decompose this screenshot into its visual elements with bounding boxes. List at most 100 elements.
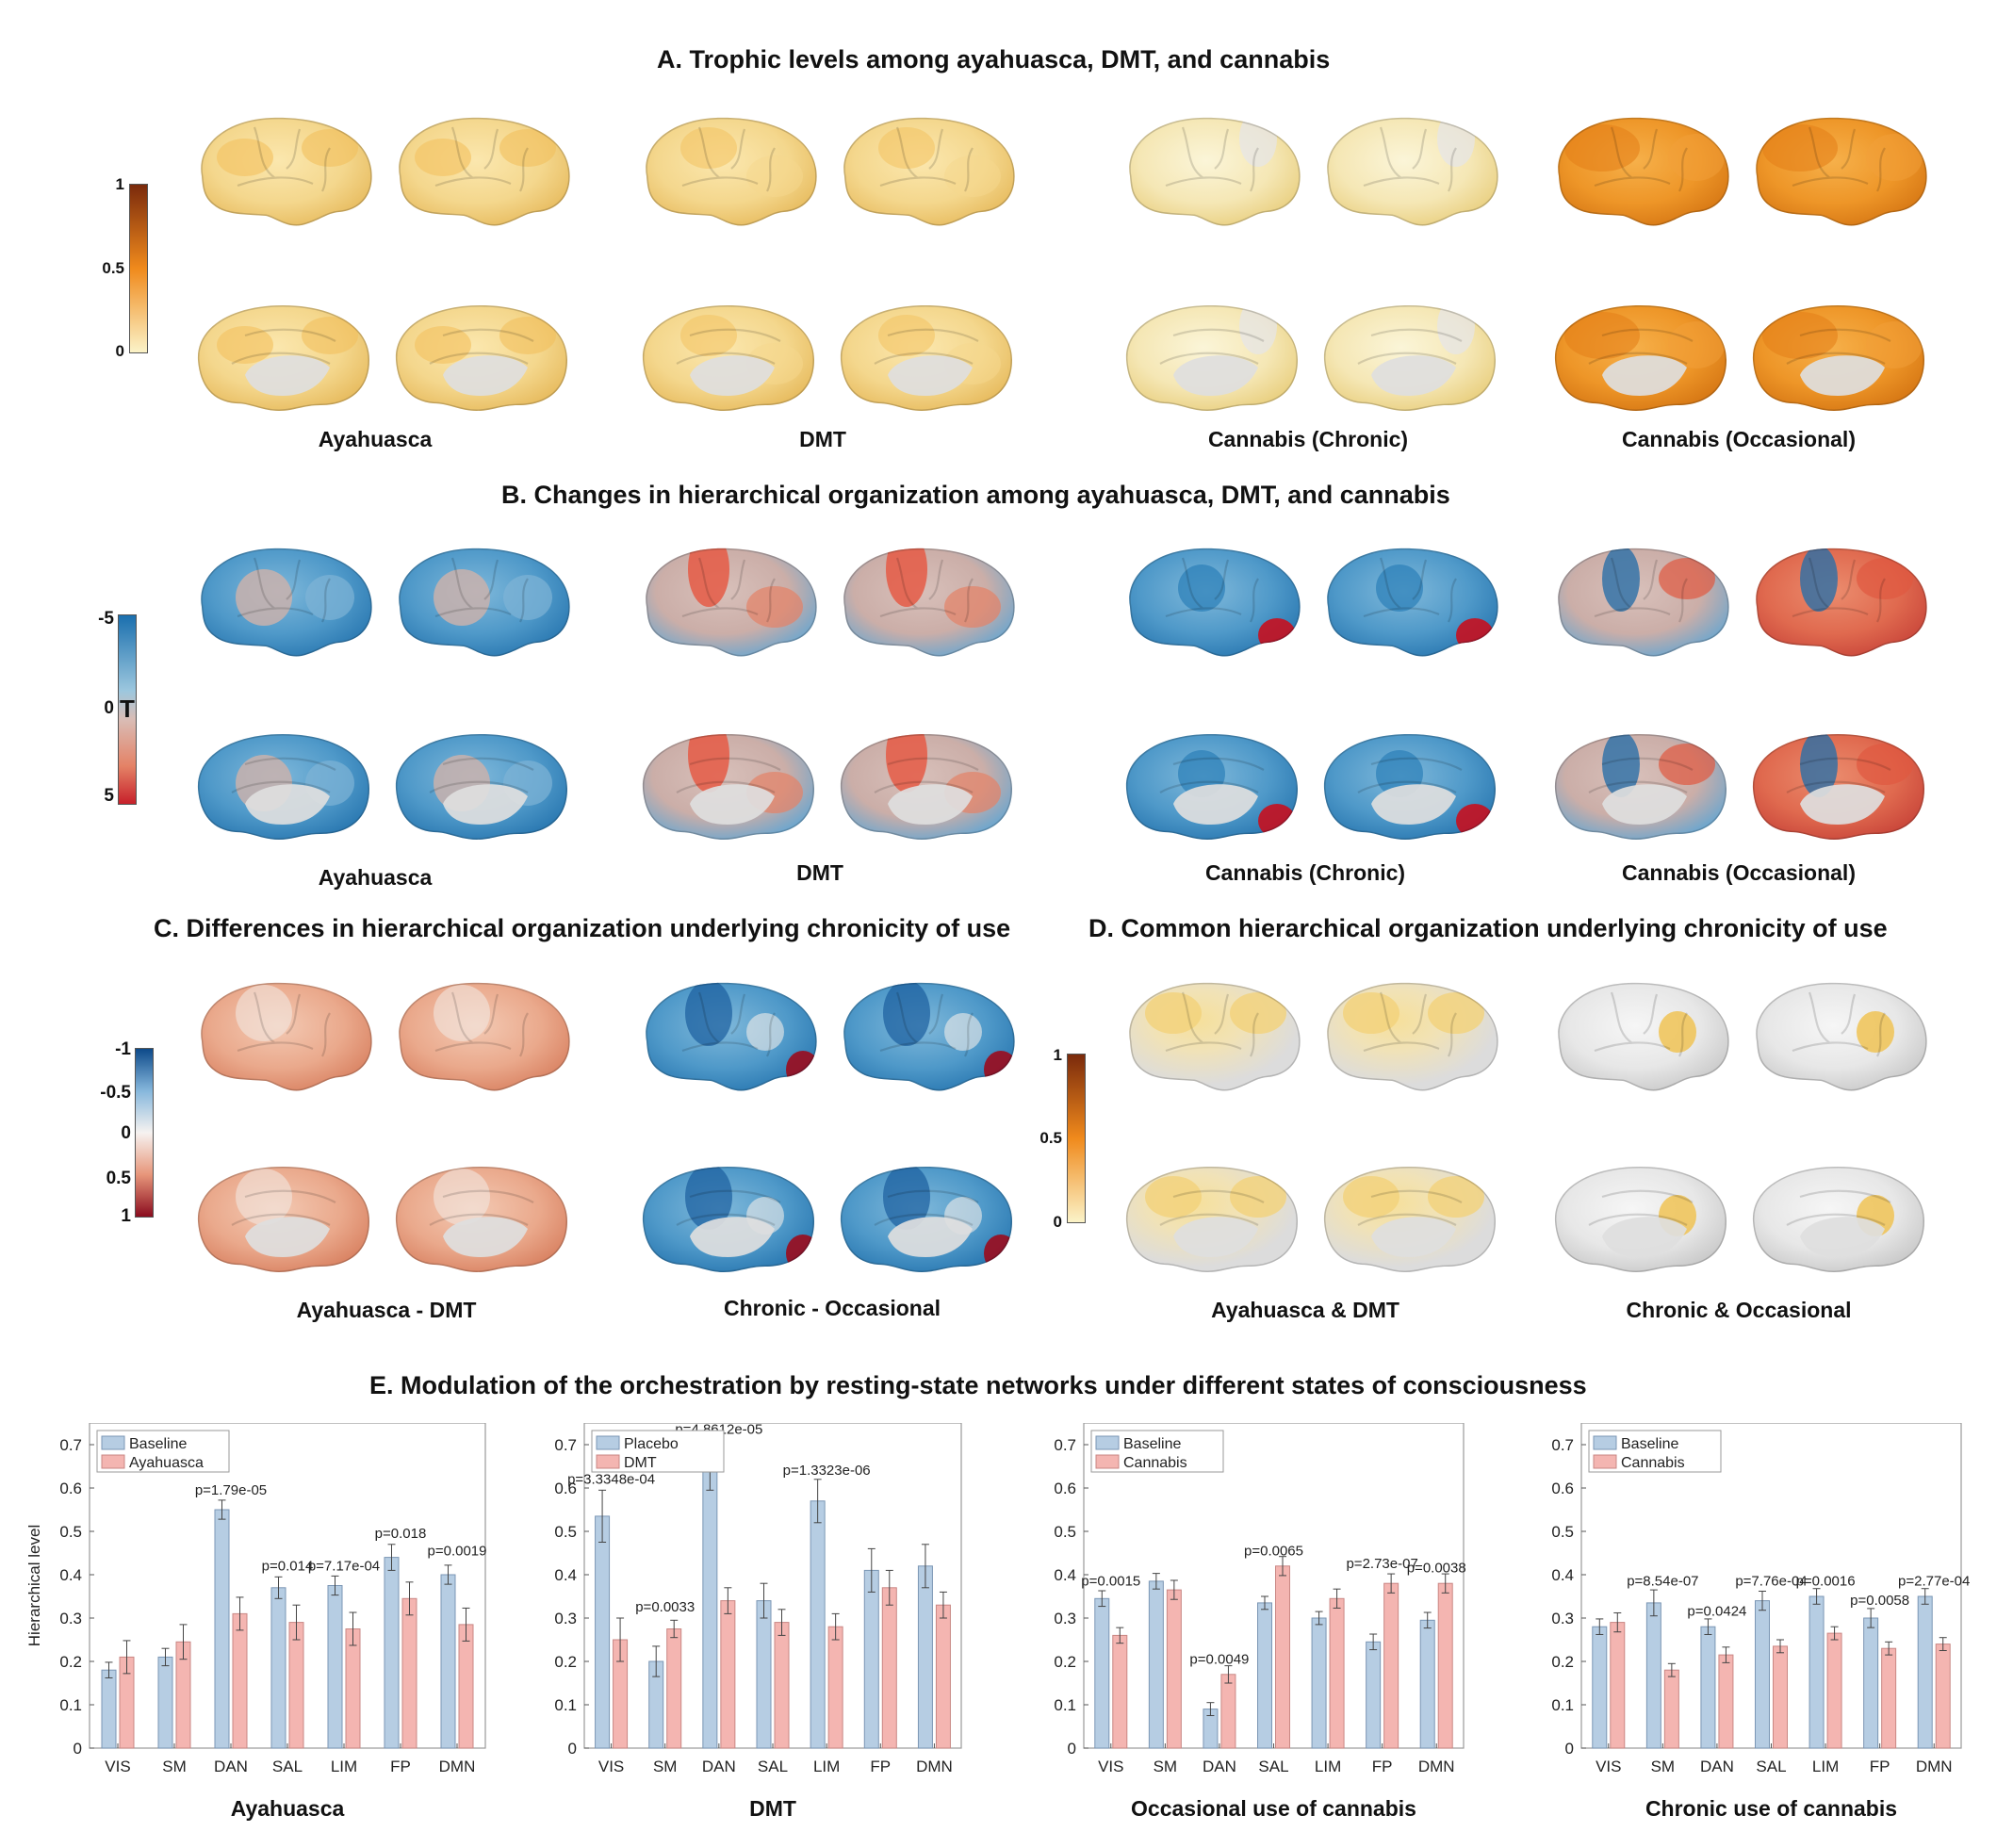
- legend-swatch: [1095, 1435, 1120, 1450]
- y-tick-label: 0.7: [1551, 1436, 1574, 1454]
- colorbar-c-tick: -0.5: [100, 1083, 131, 1103]
- brain-lateral-right: [1327, 117, 1498, 226]
- bar-condition: [1663, 1669, 1679, 1749]
- p-value-label: p=0.0049: [1189, 1651, 1249, 1667]
- brain-medial-left: [642, 1167, 814, 1272]
- brain-medial-left: [1554, 734, 1727, 840]
- bar-condition: [1718, 1654, 1734, 1749]
- x-tick-label: FP: [870, 1758, 891, 1775]
- brain-medial-left: [1125, 734, 1298, 840]
- bar-chart-0: 0 0.1 0.2 0.3 0.4 0.5 0.6 0.7 Hierarchical level…: [25, 1423, 487, 1821]
- p-value-label: p=0.0424: [1687, 1604, 1746, 1620]
- brain-lateral-left: [1558, 548, 1729, 657]
- brain-medial-right: [1323, 305, 1496, 411]
- p-value-label: p=1.79e-05: [195, 1482, 267, 1498]
- x-tick-label: VIS: [1098, 1758, 1123, 1775]
- y-tick-label: 0.3: [59, 1610, 82, 1627]
- brain-medial-right: [840, 1167, 1012, 1272]
- bar-baseline: [440, 1574, 456, 1749]
- bar-chart-3: 0 0.1 0.2 0.3 0.4 0.5 0.6 0.7 VIS SM p=8.54e-07 DAN…: [1551, 1423, 1970, 1821]
- y-tick-label: 0: [1565, 1740, 1574, 1758]
- legend-label: Cannabis: [1621, 1455, 1685, 1471]
- y-tick-label: 0.5: [1551, 1523, 1574, 1541]
- x-tick-label: SM: [1651, 1758, 1676, 1775]
- x-tick-label: LIM: [1315, 1758, 1341, 1775]
- colorbar-a: [129, 184, 148, 353]
- brain-lateral-right: [1756, 548, 1927, 657]
- section-d-label-chronic-occasional: Chronic & Occasional: [1626, 1298, 1852, 1322]
- x-tick-label: DMN: [916, 1758, 953, 1775]
- y-tick-label: 0.4: [59, 1566, 82, 1584]
- chart-title: DMT: [749, 1796, 796, 1821]
- brain-medial-right: [1752, 1167, 1924, 1272]
- colorbar-a-tick: 0: [115, 342, 124, 360]
- bar-baseline: [384, 1557, 400, 1749]
- x-tick-label: FP: [1870, 1758, 1890, 1775]
- section-a-label-ayahuasca: Ayahuasca: [318, 427, 433, 451]
- bar-condition: [666, 1628, 682, 1749]
- bar-condition: [1112, 1634, 1128, 1749]
- y-tick-label: 0.1: [59, 1696, 82, 1714]
- brain-medial-right: [1752, 734, 1924, 840]
- brain-lateral-right: [399, 117, 570, 226]
- bar-baseline: [1645, 1602, 1661, 1749]
- colorbar-c-tick: 0.5: [106, 1169, 131, 1188]
- bar-condition: [401, 1597, 417, 1749]
- y-tick-label: 0.6: [1054, 1480, 1076, 1497]
- legend-label: DMT: [624, 1455, 657, 1471]
- legend-label: Baseline: [1123, 1436, 1181, 1452]
- bar-condition: [232, 1612, 248, 1749]
- y-tick-label: 0.1: [1054, 1696, 1076, 1714]
- colorbar-d: [1067, 1054, 1086, 1223]
- p-value-label: p=7.17e-04: [308, 1558, 380, 1574]
- y-tick-label: 0.6: [554, 1480, 577, 1497]
- y-tick-label: 0.4: [1551, 1566, 1574, 1584]
- p-value-label: p=7.76e-04: [1735, 1574, 1807, 1590]
- p-value-label: p=0.0058: [1850, 1593, 1909, 1609]
- p-value-label: p=1.3323e-06: [783, 1463, 871, 1479]
- x-tick-label: SM: [1154, 1758, 1178, 1775]
- bar-baseline: [1366, 1641, 1382, 1749]
- p-value-label: p=8.54e-07: [1627, 1574, 1698, 1590]
- x-tick-label: DAN: [702, 1758, 736, 1775]
- brain-lateral-right: [399, 548, 570, 657]
- x-tick-label: SM: [162, 1758, 187, 1775]
- brain-medial-left: [197, 305, 369, 411]
- brain-lateral-left: [201, 982, 372, 1091]
- colorbar-d-tick: 0: [1053, 1213, 1062, 1231]
- brain-medial-left: [1125, 1167, 1298, 1272]
- bar-condition: [288, 1622, 304, 1749]
- brain-medial-right: [1752, 305, 1924, 411]
- section-b-label-ayahuasca: Ayahuasca: [318, 865, 433, 890]
- brain-lateral-right: [1327, 548, 1498, 657]
- y-tick-label: 0: [74, 1740, 82, 1758]
- x-tick-label: SAL: [758, 1758, 788, 1775]
- y-tick-label: 0.7: [554, 1436, 577, 1454]
- colorbar-a-tick: 1: [115, 175, 124, 193]
- bar-baseline: [756, 1600, 772, 1749]
- y-tick-label: 0.6: [59, 1480, 82, 1497]
- y-tick-label: 0.5: [554, 1523, 577, 1541]
- y-tick-label: 0: [568, 1740, 577, 1758]
- brain-medial-right: [1323, 734, 1496, 840]
- p-value-label: p=0.018: [375, 1526, 427, 1542]
- section-d-label-ayahuasca-dmt: Ayahuasca & DMT: [1211, 1298, 1399, 1322]
- legend-swatch: [596, 1454, 620, 1469]
- y-tick-label: 0.4: [1054, 1566, 1076, 1584]
- x-tick-label: SAL: [272, 1758, 303, 1775]
- legend-swatch: [101, 1454, 125, 1469]
- bar-baseline: [327, 1585, 343, 1749]
- y-tick-label: 0.2: [1054, 1653, 1076, 1671]
- legend-label: Baseline: [1621, 1436, 1678, 1452]
- y-tick-label: 0.1: [554, 1696, 577, 1714]
- p-value-label: p=0.0019: [428, 1543, 487, 1559]
- p-value-label: p=0.0033: [635, 1599, 695, 1615]
- bar-baseline: [1257, 1602, 1272, 1749]
- brain-medial-right: [840, 734, 1012, 840]
- section-e-title: E. Modulation of the orchestration by re…: [369, 1371, 1587, 1399]
- bar-baseline: [101, 1669, 117, 1749]
- bar-baseline: [1863, 1617, 1879, 1749]
- bar-condition: [1220, 1674, 1236, 1749]
- bar-baseline: [810, 1500, 826, 1749]
- y-tick-label: 0.3: [554, 1610, 577, 1627]
